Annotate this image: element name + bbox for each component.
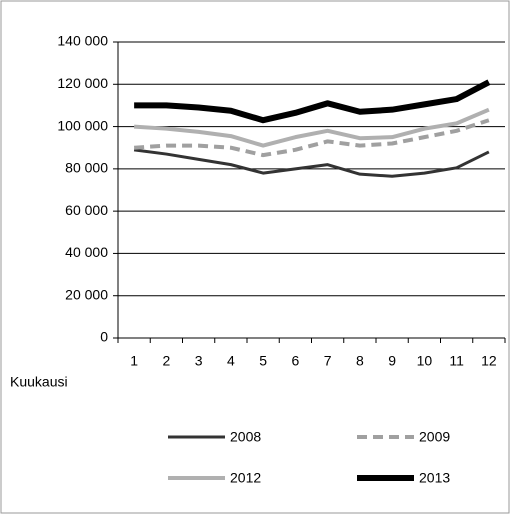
series-line [133,118,490,158]
x-tick-label: 12 [481,353,497,369]
y-tick-label: 100 000 [57,117,108,133]
y-tick-label: 140 000 [57,33,108,49]
y-tick-label: 20 000 [65,286,108,302]
series-line [133,107,490,148]
x-tick-label: 8 [356,353,364,369]
x-tick-label: 9 [388,353,396,369]
x-tick-label: 6 [291,353,299,369]
legend-label: 2012 [230,470,261,486]
x-tick-label: 10 [417,353,433,369]
x-tick-label: 1 [130,353,138,369]
y-tick-label: 80 000 [65,160,108,176]
y-tick-label: 0 [100,329,108,345]
x-tick-label: 7 [324,353,332,369]
legend-label: 2008 [230,429,261,445]
legend-label: 2013 [419,470,450,486]
x-axis-label: Kuukausi [10,374,68,390]
y-tick-label: 60 000 [65,202,108,218]
x-tick-label: 2 [162,353,170,369]
series-line [134,79,491,124]
y-tick-label: 120 000 [57,75,108,91]
legend-label: 2009 [419,429,450,445]
x-tick-label: 5 [259,353,267,369]
x-tick-label: 3 [195,353,203,369]
x-tick-label: 11 [449,353,464,369]
y-tick-label: 40 000 [65,244,108,260]
series-line [133,148,490,178]
x-tick-label: 4 [227,353,235,369]
